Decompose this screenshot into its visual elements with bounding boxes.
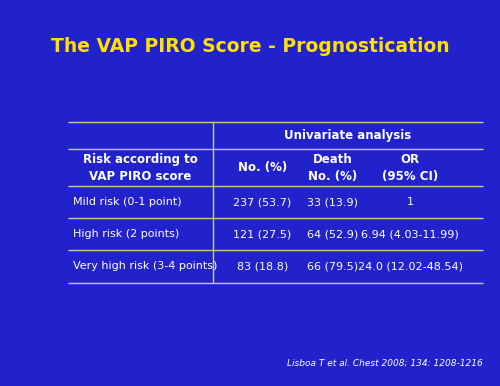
- Text: 121 (27.5): 121 (27.5): [234, 229, 292, 239]
- Text: Very high risk (3-4 points): Very high risk (3-4 points): [72, 261, 217, 271]
- Text: Death
No. (%): Death No. (%): [308, 153, 357, 183]
- Text: 1: 1: [406, 197, 414, 207]
- Text: 24.0 (12.02-48.54): 24.0 (12.02-48.54): [358, 261, 463, 271]
- Text: High risk (2 points): High risk (2 points): [72, 229, 179, 239]
- Text: Univariate analysis: Univariate analysis: [284, 129, 411, 142]
- Text: OR
(95% CI): OR (95% CI): [382, 153, 438, 183]
- Text: No. (%): No. (%): [238, 161, 287, 174]
- Text: 237 (53.7): 237 (53.7): [234, 197, 292, 207]
- Text: Risk according to
VAP PIRO score: Risk according to VAP PIRO score: [82, 153, 198, 183]
- Text: Lisboa T et al. Chest 2008; 134: 1208-1216: Lisboa T et al. Chest 2008; 134: 1208-12…: [287, 358, 482, 367]
- Text: 83 (18.8): 83 (18.8): [237, 261, 288, 271]
- Text: Mild risk (0-1 point): Mild risk (0-1 point): [72, 197, 181, 207]
- Text: 64 (52.9): 64 (52.9): [307, 229, 358, 239]
- Text: 6.94 (4.03-11.99): 6.94 (4.03-11.99): [361, 229, 459, 239]
- Text: 66 (79.5): 66 (79.5): [307, 261, 358, 271]
- Text: The VAP PIRO Score - Prognostication: The VAP PIRO Score - Prognostication: [50, 37, 450, 56]
- Text: 33 (13.9): 33 (13.9): [307, 197, 358, 207]
